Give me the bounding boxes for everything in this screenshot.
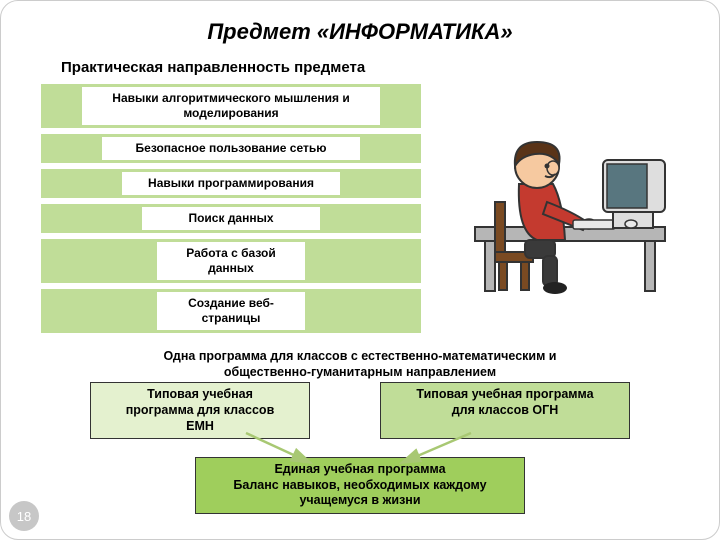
bar-5: Создание веб-страницы <box>156 291 306 331</box>
bar-wrap-1: Безопасное пользование сетью <box>41 134 421 163</box>
subtitle: Практическая направленность предмета <box>61 59 719 76</box>
bar-3: Поиск данных <box>141 206 321 231</box>
bar-wrap-3: Поиск данных <box>41 204 421 233</box>
page-title: Предмет «ИНФОРМАТИКА» <box>1 19 719 45</box>
computer-boy-icon <box>455 112 685 312</box>
mid-description: Одна программа для классов с естественно… <box>1 349 719 380</box>
bar-wrap-5: Создание веб-страницы <box>41 289 421 333</box>
illustration <box>421 84 719 339</box>
box-emn: Типовая учебнаяпрограмма для классовЕМН <box>90 382 310 439</box>
box-unified: Единая учебная программаБаланс навыков, … <box>195 457 525 514</box>
bars-column: Навыки алгоритмического мышления имодели… <box>41 84 421 339</box>
page-number: 18 <box>9 501 39 531</box>
bar-wrap-4: Работа с базой данных <box>41 239 421 283</box>
bar-0: Навыки алгоритмического мышления имодели… <box>81 86 381 126</box>
boxes-row: Типовая учебнаяпрограмма для классовЕМН … <box>1 382 719 439</box>
box-ogn: Типовая учебная программадля классов ОГН <box>380 382 630 439</box>
bar-wrap-2: Навыки программирования <box>41 169 421 198</box>
bar-2: Навыки программирования <box>121 171 341 196</box>
bar-1: Безопасное пользование сетью <box>101 136 361 161</box>
bar-wrap-0: Навыки алгоритмического мышления имодели… <box>41 84 421 128</box>
main-row: Навыки алгоритмического мышления имодели… <box>1 84 719 339</box>
bar-4: Работа с базой данных <box>156 241 306 281</box>
